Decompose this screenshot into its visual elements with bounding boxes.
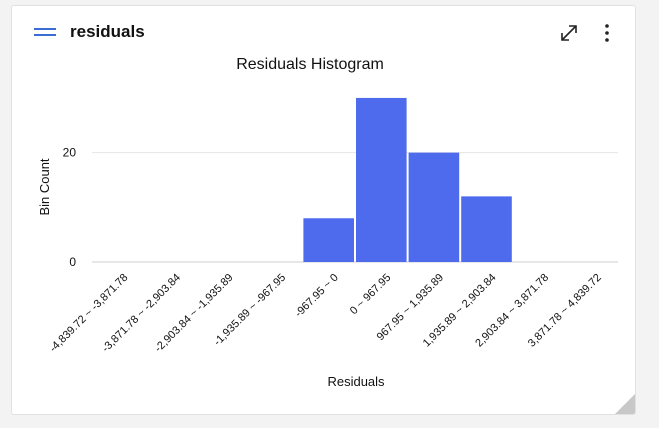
histogram-bar[interactable] (408, 152, 460, 262)
x-tick-label: -967.95 ~ 0 (293, 272, 341, 320)
y-tick-label: 20 (63, 146, 77, 160)
histogram-bar[interactable] (356, 97, 407, 262)
resize-grip-icon[interactable] (615, 394, 635, 414)
x-tick-labels: -4,839.72 ~ -3,871.78-3,871.78 ~ -2,903.… (47, 272, 603, 355)
expand-icon[interactable] (558, 22, 580, 44)
y-axis-label: Bin Count (37, 158, 52, 215)
gridlines (92, 152, 618, 263)
hamburger-icon[interactable] (34, 26, 56, 38)
residuals-card: residuals Residuals Histogram 0 20 -4,839… (11, 5, 636, 415)
y-tick-labels: 0 20 (63, 146, 77, 269)
card-header: residuals (12, 6, 635, 58)
bars (303, 97, 512, 262)
x-tick-label: 0 ~ 967.95 (348, 272, 393, 317)
card-title: residuals (70, 22, 145, 41)
more-options-icon[interactable] (602, 22, 612, 44)
histogram-bar[interactable] (461, 196, 512, 262)
histogram-bar[interactable] (303, 218, 354, 262)
x-axis-label: Residuals (327, 374, 385, 389)
chart-title: Residuals Histogram (236, 56, 384, 73)
residuals-histogram-chart: Residuals Histogram 0 20 -4,839.72 ~ -3,8… (37, 56, 618, 389)
y-tick-label: 0 (69, 255, 76, 269)
